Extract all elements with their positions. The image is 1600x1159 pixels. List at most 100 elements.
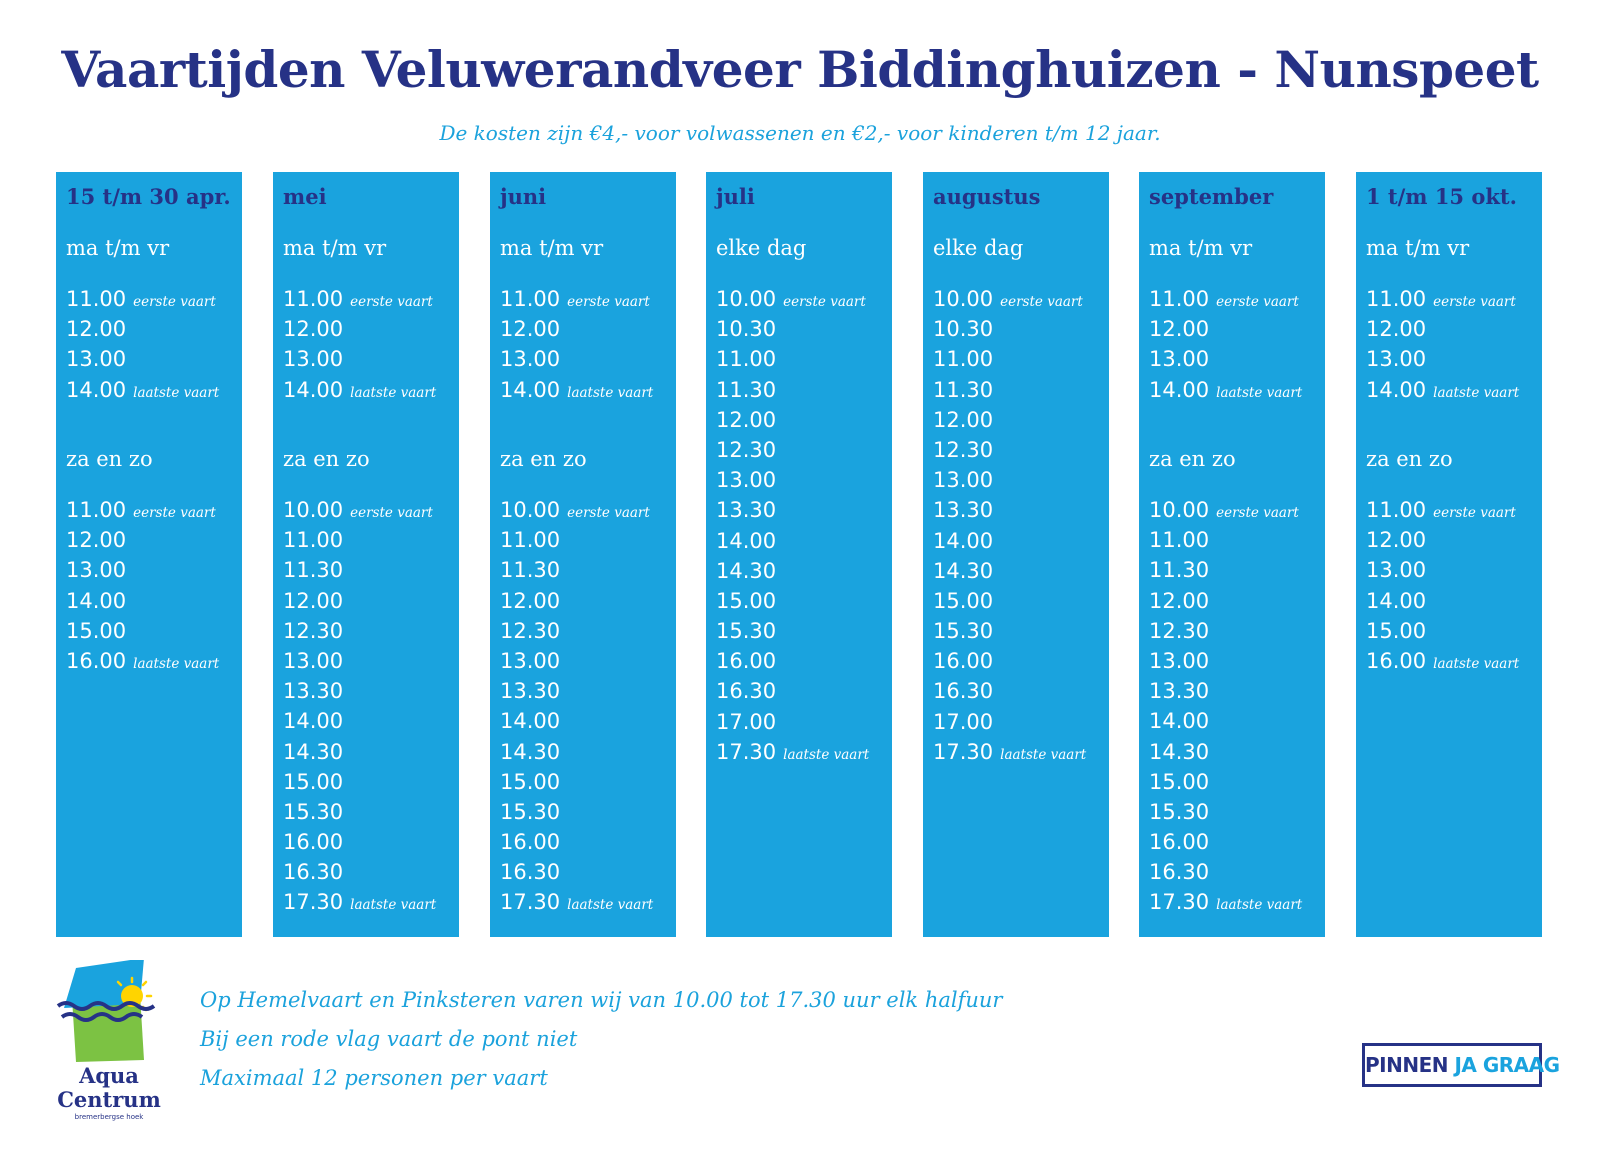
time-row: 14.30 (1149, 737, 1325, 767)
schedule-section: za en zo 11.00 eerste vaart 12.00 13.00 14.00… (66, 444, 242, 676)
section-label: ma t/m vr (500, 236, 604, 260)
payment-badge: PINNEN JA GRAAG (1362, 1043, 1560, 1087)
time-row: 16.00 (283, 827, 459, 857)
column-header: september (1149, 184, 1274, 209)
departure-time: 17.00 (933, 709, 994, 734)
time-list: 11.00 eerste vaart 12.00 13.00 14.00 laatste … (500, 284, 676, 405)
schedule-column: augustus elke dag 10.00 eerste vaart 10.30 11… (923, 172, 1109, 937)
time-row: 17.00 (716, 707, 892, 737)
departure-note: eerste vaart (350, 294, 433, 310)
time-list: 11.00 eerste vaart 12.00 13.00 14.00 laatste … (283, 284, 459, 405)
time-list: 10.00 eerste vaart 10.30 11.00 11.30 12.00 12.… (716, 284, 892, 767)
time-row: 12.30 (933, 435, 1109, 465)
section-label: za en zo (66, 447, 153, 471)
schedule-section: za en zo 10.00 eerste vaart 11.00 11.30 12.00… (500, 444, 676, 918)
time-row: 13.30 (500, 676, 676, 706)
departure-time: 10.30 (716, 317, 777, 342)
logo-line-1: Aqua (79, 1063, 139, 1088)
departure-time: 15.30 (283, 799, 344, 824)
footnotes: Op Hemelvaart en Pinksteren varen wij va… (200, 985, 1002, 1102)
time-row: 11.00 eerste vaart (1366, 284, 1542, 314)
departure-time: 16.30 (1149, 860, 1210, 885)
departure-time: 11.30 (933, 377, 994, 402)
departure-time: 11.00 (1149, 528, 1210, 553)
price-subtitle: De kosten zijn €4,- voor volwassenen en … (439, 121, 1161, 145)
time-row: 15.00 (1366, 616, 1542, 646)
section-label: za en zo (1149, 447, 1236, 471)
column-header: juni (500, 184, 547, 209)
time-row: 12.00 (1366, 314, 1542, 344)
departure-note: eerste vaart (783, 294, 866, 310)
schedule-section: ma t/m vr 11.00 eerste vaart 12.00 13.00 14.0… (66, 233, 242, 405)
time-row: 11.00 (933, 344, 1109, 374)
departure-time: 12.30 (716, 437, 777, 462)
time-row: 12.30 (283, 616, 459, 646)
departure-time: 12.00 (66, 528, 127, 553)
column-header: 1 t/m 15 okt. (1366, 184, 1517, 209)
departure-note: eerste vaart (567, 505, 650, 521)
departure-time: 10.30 (933, 317, 994, 342)
time-row: 17.30 laatste vaart (1149, 887, 1325, 917)
time-list: 10.00 eerste vaart 10.30 11.00 11.30 12.00 12.… (933, 284, 1109, 767)
schedule-section: ma t/m vr 11.00 eerste vaart 12.00 13.00 14.0… (1366, 233, 1542, 405)
time-row: 13.30 (1149, 676, 1325, 706)
time-row: 13.00 (500, 646, 676, 676)
time-row: 11.30 (933, 375, 1109, 405)
time-row: 10.00 eerste vaart (500, 495, 676, 525)
departure-time: 11.00 (1366, 287, 1427, 311)
departure-time: 13.00 (933, 468, 994, 493)
time-row: 13.30 (716, 495, 892, 525)
departure-time: 12.00 (283, 588, 344, 613)
time-row: 12.00 (66, 314, 242, 344)
departure-time: 14.00 (500, 709, 561, 734)
departure-time: 13.00 (1149, 347, 1210, 372)
time-row: 15.00 (66, 616, 242, 646)
section-label: za en zo (283, 447, 370, 471)
column-header: mei (283, 184, 327, 209)
departure-time: 10.00 (716, 287, 777, 311)
departure-time: 14.00 (716, 528, 777, 553)
departure-time: 13.00 (500, 648, 561, 673)
departure-time: 13.00 (66, 347, 127, 372)
departure-time: 12.00 (1149, 317, 1210, 342)
time-row: 15.00 (500, 767, 676, 797)
time-row: 17.00 (933, 707, 1109, 737)
departure-note: laatste vaart (350, 384, 437, 401)
departure-time: 13.30 (283, 679, 344, 704)
time-row: 12.00 (716, 405, 892, 435)
time-row: 12.00 (1149, 314, 1325, 344)
departure-time: 13.00 (1366, 558, 1427, 583)
departure-time: 11.30 (1149, 558, 1210, 583)
time-row: 11.00 eerste vaart (66, 284, 242, 314)
schedule-columns: 15 t/m 30 apr. ma t/m vr 11.00 eerste vaart… (0, 172, 1600, 937)
time-row: 13.00 (283, 646, 459, 676)
time-row: 14.30 (933, 556, 1109, 586)
footnote: Op Hemelvaart en Pinksteren varen wij va… (200, 988, 1003, 1012)
departure-time: 14.30 (716, 558, 777, 583)
time-row: 13.00 (933, 465, 1109, 495)
departure-time: 11.30 (500, 558, 561, 583)
time-row: 12.00 (283, 586, 459, 616)
departure-time: 15.00 (716, 588, 777, 613)
departure-time: 11.00 (283, 287, 344, 311)
time-row: 14.00 laatste vaart (1366, 375, 1542, 405)
time-row: 10.00 eerste vaart (716, 284, 892, 314)
time-row: 17.30 laatste vaart (283, 887, 459, 917)
time-row: 17.30 laatste vaart (933, 737, 1109, 767)
time-row: 11.00 (500, 525, 676, 555)
departure-time: 16.30 (283, 860, 344, 885)
section-label: ma t/m vr (66, 236, 170, 260)
logo-tagline: bremerbergse hoek (74, 1113, 144, 1121)
time-row: 11.00 (716, 344, 892, 374)
departure-time: 14.00 (1149, 709, 1210, 734)
time-row: 13.00 (1149, 646, 1325, 676)
departure-time: 12.00 (716, 407, 777, 432)
departure-note: eerste vaart (1000, 294, 1083, 310)
departure-time: 11.00 (66, 498, 127, 522)
time-row: 16.00 (500, 827, 676, 857)
time-row: 12.00 (500, 586, 676, 616)
departure-time: 12.00 (933, 407, 994, 432)
departure-note: laatste vaart (783, 746, 870, 763)
time-row: 14.30 (716, 556, 892, 586)
departure-time: 12.30 (500, 618, 561, 643)
